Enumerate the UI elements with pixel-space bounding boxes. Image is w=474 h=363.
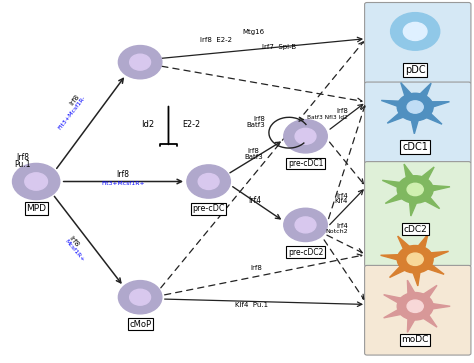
FancyBboxPatch shape — [365, 3, 471, 84]
Circle shape — [407, 101, 423, 113]
FancyBboxPatch shape — [365, 265, 471, 355]
Text: Irf8: Irf8 — [68, 93, 80, 107]
Circle shape — [25, 173, 47, 190]
Text: Batf3: Batf3 — [244, 154, 263, 160]
Polygon shape — [381, 254, 416, 264]
Text: Klf4: Klf4 — [335, 199, 348, 204]
Circle shape — [407, 183, 423, 196]
Text: E2-2: E2-2 — [182, 120, 201, 129]
Circle shape — [407, 300, 423, 313]
Polygon shape — [409, 107, 422, 134]
Polygon shape — [411, 255, 444, 274]
Polygon shape — [414, 184, 450, 195]
Circle shape — [118, 45, 162, 79]
Text: Batf3 Nfl3 Id2: Batf3 Nfl3 Id2 — [307, 115, 348, 120]
Circle shape — [12, 163, 60, 200]
Polygon shape — [409, 234, 428, 261]
Circle shape — [295, 128, 316, 144]
Text: Irf8: Irf8 — [68, 234, 80, 248]
Circle shape — [397, 293, 433, 320]
Polygon shape — [411, 103, 442, 124]
Text: Mcsf1R+: Mcsf1R+ — [63, 238, 85, 262]
Text: Irf8: Irf8 — [250, 265, 262, 271]
FancyBboxPatch shape — [365, 162, 471, 266]
Text: MPD: MPD — [26, 204, 46, 213]
Circle shape — [397, 176, 433, 203]
Text: moDC: moDC — [401, 335, 429, 344]
Circle shape — [187, 165, 230, 198]
Text: Id2: Id2 — [141, 120, 155, 129]
Text: pDC: pDC — [405, 65, 426, 75]
Polygon shape — [409, 189, 422, 216]
Text: cMoP: cMoP — [129, 320, 151, 329]
Polygon shape — [409, 259, 422, 286]
Text: pre-cDC: pre-cDC — [192, 204, 225, 213]
Text: Irf8: Irf8 — [254, 116, 265, 122]
Text: Irf7  Spi-B: Irf7 Spi-B — [263, 44, 297, 50]
Text: Irf4: Irf4 — [248, 196, 262, 205]
Polygon shape — [383, 302, 418, 318]
Polygon shape — [401, 83, 421, 109]
Polygon shape — [390, 256, 420, 277]
Text: Batf3: Batf3 — [246, 122, 265, 128]
Polygon shape — [409, 83, 431, 109]
Text: Flt3+Mcsf1R-: Flt3+Mcsf1R- — [57, 95, 86, 131]
Text: Mtg16: Mtg16 — [243, 29, 264, 35]
Text: Notch2: Notch2 — [326, 229, 348, 234]
Circle shape — [397, 245, 433, 273]
Polygon shape — [414, 102, 449, 112]
Text: Irf4: Irf4 — [337, 223, 348, 229]
Polygon shape — [381, 101, 417, 112]
Text: Flt3+Mcsf1R+: Flt3+Mcsf1R+ — [102, 181, 146, 186]
FancyBboxPatch shape — [365, 82, 471, 163]
Polygon shape — [385, 185, 419, 203]
Polygon shape — [407, 280, 422, 307]
Polygon shape — [410, 285, 437, 310]
Text: Irf8: Irf8 — [336, 108, 348, 114]
Circle shape — [397, 93, 433, 121]
Circle shape — [391, 13, 440, 50]
Text: Irf8: Irf8 — [116, 171, 129, 179]
Polygon shape — [383, 180, 418, 194]
Text: Irf8  E2-2: Irf8 E2-2 — [200, 37, 232, 44]
Polygon shape — [407, 305, 422, 333]
Text: pre-cDC2: pre-cDC2 — [288, 248, 323, 257]
Polygon shape — [410, 167, 434, 192]
Circle shape — [295, 217, 316, 233]
Circle shape — [284, 120, 327, 153]
Polygon shape — [410, 186, 439, 209]
Polygon shape — [383, 295, 418, 311]
Text: Pu.1: Pu.1 — [15, 160, 31, 169]
Circle shape — [118, 281, 162, 314]
Circle shape — [198, 174, 219, 189]
Text: cDC2: cDC2 — [403, 225, 427, 234]
Polygon shape — [410, 303, 437, 327]
Circle shape — [284, 208, 327, 241]
Polygon shape — [413, 251, 448, 264]
Text: Irf4: Irf4 — [337, 193, 348, 199]
Text: Irf8: Irf8 — [247, 148, 259, 154]
Text: Klf4  Pu.1: Klf4 Pu.1 — [235, 302, 268, 308]
Text: pre-cDC1: pre-cDC1 — [288, 159, 323, 168]
Circle shape — [407, 253, 423, 265]
Polygon shape — [404, 164, 422, 191]
Polygon shape — [398, 236, 421, 262]
Polygon shape — [387, 103, 419, 123]
Text: Irf8: Irf8 — [17, 154, 29, 163]
Circle shape — [403, 23, 427, 40]
Circle shape — [130, 289, 151, 305]
Circle shape — [130, 54, 151, 70]
Polygon shape — [415, 301, 450, 311]
Text: cDC1: cDC1 — [402, 142, 428, 152]
